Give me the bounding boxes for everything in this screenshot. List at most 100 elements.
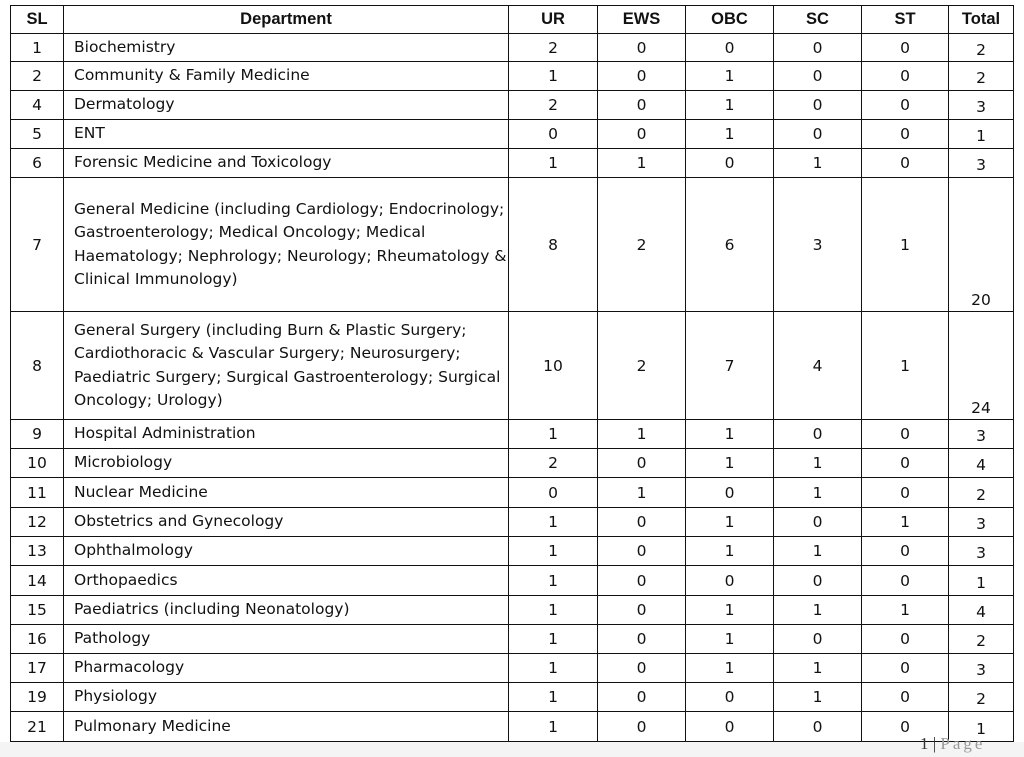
cell-sl: 9	[10, 419, 64, 449]
cell-sc: 0	[773, 90, 862, 120]
table-row: 13 Ophthalmology 1 0 1 1 0 3	[10, 536, 1014, 566]
cell-st: 0	[861, 565, 949, 596]
cell-dept: Microbiology	[63, 448, 509, 478]
cell-sc: 1	[773, 148, 862, 178]
cell-ur: 2	[508, 90, 598, 120]
cell-dept: General Medicine (including Cardiology; …	[63, 177, 509, 312]
cell-ur: 1	[508, 61, 598, 91]
cell-total: 4	[948, 595, 1014, 625]
cell-total: 3	[948, 536, 1014, 566]
cell-ews: 0	[597, 507, 686, 537]
cell-ur: 1	[508, 419, 598, 449]
cell-ur: 0	[508, 477, 598, 508]
header-obc: OBC	[685, 5, 774, 34]
cell-ews: 1	[597, 419, 686, 449]
cell-total: 1	[948, 565, 1014, 596]
cell-total: 2	[948, 61, 1014, 91]
cell-sl: 10	[10, 448, 64, 478]
cell-st: 0	[861, 148, 949, 178]
cell-total: 3	[948, 653, 1014, 683]
cell-ur: 1	[508, 507, 598, 537]
department-seat-table: SL Department UR EWS OBC SC ST Total 1 Bi…	[10, 5, 1014, 742]
cell-sc: 1	[773, 536, 862, 566]
cell-ews: 0	[597, 653, 686, 683]
cell-sl: 13	[10, 536, 64, 566]
cell-sc: 1	[773, 653, 862, 683]
cell-total: 2	[948, 33, 1014, 62]
cell-ews: 0	[597, 682, 686, 712]
cell-total: 1	[948, 119, 1014, 149]
cell-dept: Hospital Administration	[63, 419, 509, 449]
cell-sl: 1	[10, 33, 64, 62]
cell-dept: Dermatology	[63, 90, 509, 120]
cell-ews: 2	[597, 311, 686, 420]
cell-ews: 0	[597, 119, 686, 149]
cell-sl: 16	[10, 624, 64, 654]
cell-ews: 1	[597, 477, 686, 508]
cell-obc: 1	[685, 507, 774, 537]
cell-ur: 1	[508, 536, 598, 566]
cell-sl: 4	[10, 90, 64, 120]
cell-obc: 1	[685, 419, 774, 449]
cell-sl: 14	[10, 565, 64, 596]
cell-dept: Obstetrics and Gynecology	[63, 507, 509, 537]
cell-sl: 19	[10, 682, 64, 712]
cell-obc: 6	[685, 177, 774, 312]
cell-st: 0	[861, 61, 949, 91]
cell-st: 0	[861, 682, 949, 712]
cell-obc: 1	[685, 653, 774, 683]
table-row: 16 Pathology 1 0 1 0 0 2	[10, 624, 1014, 654]
cell-total: 3	[948, 419, 1014, 449]
header-ur: UR	[508, 5, 598, 34]
cell-dept: Paediatrics (including Neonatology)	[63, 595, 509, 625]
cell-sl: 11	[10, 477, 64, 508]
table-row: 4 Dermatology 2 0 1 0 0 3	[10, 90, 1014, 120]
cell-obc: 0	[685, 33, 774, 62]
cell-ur: 10	[508, 311, 598, 420]
cell-obc: 1	[685, 595, 774, 625]
cell-dept: Orthopaedics	[63, 565, 509, 596]
cell-ur: 1	[508, 565, 598, 596]
cell-sl: 21	[10, 711, 64, 742]
cell-ews: 0	[597, 565, 686, 596]
cell-obc: 1	[685, 119, 774, 149]
cell-sc: 0	[773, 711, 862, 742]
cell-ews: 1	[597, 148, 686, 178]
cell-dept: Pharmacology	[63, 653, 509, 683]
cell-ur: 1	[508, 682, 598, 712]
header-department: Department	[63, 5, 509, 34]
cell-obc: 1	[685, 536, 774, 566]
cell-sl: 5	[10, 119, 64, 149]
cell-total: 1	[948, 711, 1014, 742]
table-row: 6 Forensic Medicine and Toxicology 1 1 0 1 0 3	[10, 148, 1014, 178]
cell-ews: 0	[597, 448, 686, 478]
cell-sc: 1	[773, 595, 862, 625]
cell-ews: 0	[597, 595, 686, 625]
cell-sl: 2	[10, 61, 64, 91]
cell-total: 3	[948, 507, 1014, 537]
cell-ews: 0	[597, 624, 686, 654]
cell-dept: General Surgery (including Burn & Plasti…	[63, 311, 509, 420]
table-row: 19 Physiology 1 0 0 1 0 2	[10, 682, 1014, 712]
cell-obc: 0	[685, 682, 774, 712]
page-separator: |	[932, 734, 937, 753]
cell-obc: 1	[685, 90, 774, 120]
cell-ur: 1	[508, 653, 598, 683]
cell-ur: 1	[508, 595, 598, 625]
cell-st: 1	[861, 311, 949, 420]
cell-sl: 8	[10, 311, 64, 420]
cell-total: 2	[948, 682, 1014, 712]
header-st: ST	[861, 5, 949, 34]
cell-total: 2	[948, 624, 1014, 654]
cell-ur: 8	[508, 177, 598, 312]
header-sc: SC	[773, 5, 862, 34]
cell-obc: 0	[685, 477, 774, 508]
cell-obc: 0	[685, 711, 774, 742]
cell-dept: Nuclear Medicine	[63, 477, 509, 508]
cell-st: 0	[861, 119, 949, 149]
cell-sl: 17	[10, 653, 64, 683]
cell-sc: 1	[773, 477, 862, 508]
cell-sc: 3	[773, 177, 862, 312]
table-row: 7 General Medicine (including Cardiology;…	[10, 177, 1014, 312]
table-row: 15 Paediatrics (including Neonatology) 1 0 1…	[10, 595, 1014, 625]
